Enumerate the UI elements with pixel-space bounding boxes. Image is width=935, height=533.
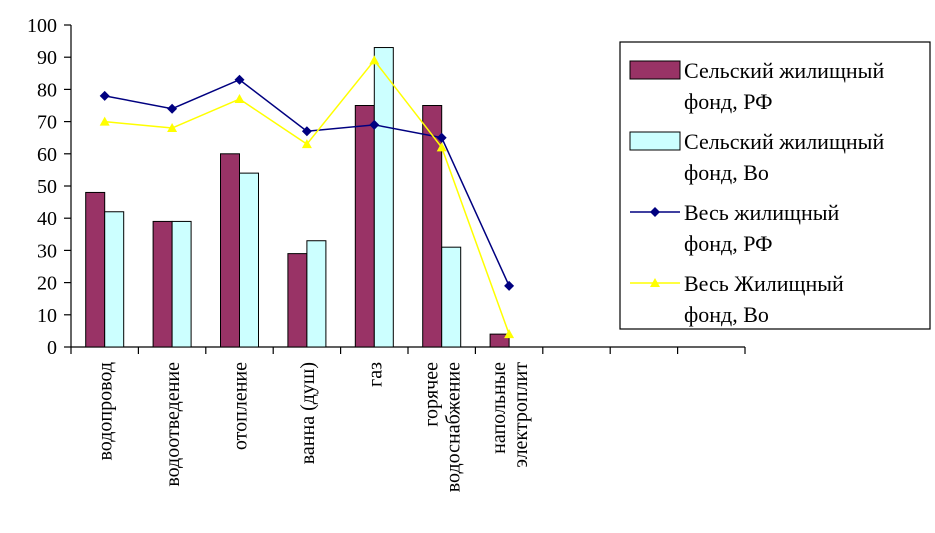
bar-series-2 (239, 172, 259, 348)
bar-series-1 (489, 333, 510, 348)
point-marker (234, 74, 245, 85)
category-label-line: отопление (230, 362, 252, 450)
category-label: ванна (душ) (297, 362, 319, 464)
point-marker (301, 139, 312, 149)
point-marker (504, 280, 515, 291)
category-label-line: водоотведение (162, 362, 184, 487)
legend: Сельский жилищный фонд, РФ Сельский жилищн… (619, 41, 931, 330)
category-label: горячее водоснабжение (421, 362, 465, 492)
point-marker (369, 119, 380, 130)
tick-labels: 0 10 20 30 40 50 60 70 80 90 100 (27, 15, 57, 359)
legend-marker (650, 278, 660, 287)
y-tick-label: 0 (47, 337, 57, 359)
bar-series-1 (287, 253, 308, 348)
point-marker (167, 123, 178, 133)
point-marker (301, 126, 312, 137)
legend-label: Сельский жилищный (684, 129, 884, 154)
legend-label: Весь Жилищный (684, 271, 844, 296)
category-label-line: ванна (душ) (297, 362, 319, 464)
bars (85, 47, 510, 348)
bar-series-1 (422, 105, 443, 348)
point-marker (99, 116, 110, 126)
y-tick-label: 40 (37, 208, 57, 230)
category-label: напольные электроплит (488, 362, 532, 468)
bar-series-2 (104, 211, 125, 348)
legend-box (619, 41, 931, 330)
category-label-line: горячее (421, 362, 443, 427)
y-tick-label: 30 (37, 240, 57, 262)
legend-swatch (629, 131, 681, 151)
legend-label: фонд, Во (684, 302, 769, 327)
category-label-line: напольные (488, 362, 510, 454)
bar-series-2 (373, 47, 394, 348)
point-marker (234, 94, 245, 104)
point-marker (436, 132, 447, 143)
y-tick-label: 50 (37, 176, 57, 198)
category-label: водоотведение (162, 362, 184, 487)
category-label-line: электроплит (510, 362, 532, 468)
y-tick-label: 20 (37, 273, 57, 295)
bar-series-2 (441, 246, 462, 348)
point-marker (436, 142, 447, 152)
point-marker (369, 55, 380, 65)
y-tick-label: 10 (37, 305, 57, 327)
y-tick-label: 100 (27, 15, 57, 37)
series-lines (99, 55, 515, 339)
legend-label: фонд, Во (684, 160, 769, 185)
point-marker (504, 329, 515, 339)
category-label: газ (364, 362, 386, 387)
category-label-line: газ (364, 362, 386, 387)
legend-swatch (629, 60, 681, 80)
category-labels: водопровод водоотведение отопление ванна (д… (95, 362, 532, 493)
y-tick-label: 80 (37, 79, 57, 101)
bar-series-1 (220, 153, 240, 348)
y-tick-label: 70 (37, 112, 57, 134)
y-tick-label: 90 (37, 47, 57, 69)
bar-series-2 (306, 240, 327, 348)
category-label: водопровод (95, 362, 117, 461)
bar-series-1 (85, 191, 106, 348)
legend-marker (650, 207, 660, 217)
point-marker (167, 103, 178, 114)
bar-series-1 (152, 220, 173, 348)
category-label-line: водоснабжение (443, 362, 465, 492)
legend-label: Сельский жилищный (684, 58, 884, 83)
category-label: отопление (230, 362, 252, 450)
legend-label: фонд, РФ (684, 89, 772, 114)
point-marker (99, 90, 110, 101)
bar-series-2 (171, 220, 192, 348)
category-label-line: водопровод (95, 362, 117, 461)
y-tick-label: 60 (37, 144, 57, 166)
legend-label: Весь жилищный (684, 200, 840, 225)
legend-label: фонд, РФ (684, 231, 772, 256)
bar-series-1 (354, 105, 375, 348)
